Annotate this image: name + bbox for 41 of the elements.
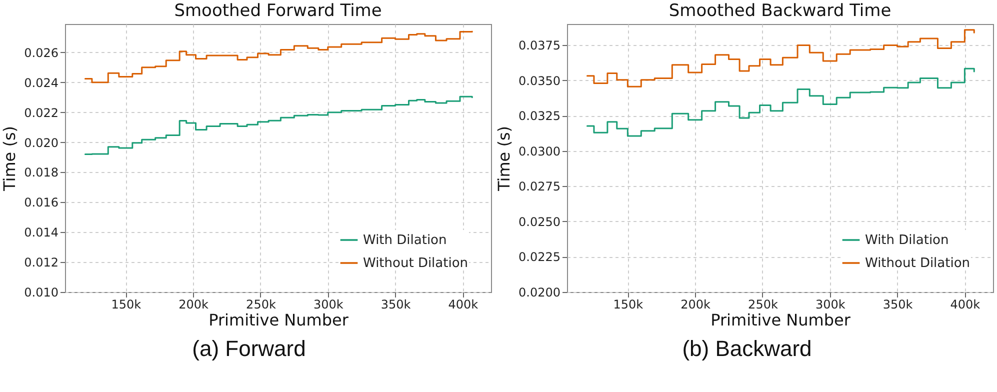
text: (a) Forward	[192, 336, 306, 362]
x-tick-label: 400k	[950, 298, 980, 312]
y-tick-label: 0.012	[24, 256, 58, 270]
legend-label: With Dilation	[363, 233, 447, 248]
x-tick-label: 250k	[246, 298, 276, 312]
legend-label: With Dilation	[864, 233, 948, 248]
y-tick-label: 0.0375	[518, 38, 560, 53]
y-tick-label: 0.0300	[518, 144, 560, 158]
x-tick-label: 300k	[814, 298, 845, 312]
x-tick-label: 150k	[111, 298, 142, 312]
x-axis-title: Primitive Number	[710, 310, 850, 330]
y-tick-label: 0.024	[24, 76, 58, 90]
x-tick-label: 350k	[882, 298, 912, 312]
y-tick-label: 0.022	[24, 106, 58, 120]
y-tick-label: 0.0250	[518, 214, 560, 229]
y-tick-label: 0.0225	[518, 250, 560, 264]
x-tick-label: 400k	[448, 298, 478, 312]
y-tick-label: 0.0325	[518, 109, 560, 124]
x-tick-label: 350k	[380, 298, 411, 312]
x-tick-label: 300k	[313, 298, 344, 312]
y-tick-label: 0.0200	[518, 286, 560, 300]
y-axis-title: Time (s)	[494, 126, 514, 192]
chart-title: Smoothed Backward Time	[668, 1, 891, 21]
x-tick-label: 250k	[748, 298, 778, 312]
x-tick-label: 200k	[178, 298, 209, 312]
legend-label: Without Dilation	[864, 256, 970, 271]
y-tick-label: 0.010	[24, 286, 58, 300]
legend-label: Without Dilation	[363, 256, 468, 271]
text: (b) Backward	[682, 336, 812, 362]
y-tick-label: 0.016	[24, 196, 58, 210]
chart-title: Smoothed Forward Time	[174, 1, 382, 21]
y-tick-label: 0.026	[24, 46, 58, 60]
y-axis-title: Time (s)	[0, 126, 20, 192]
x-tick-label: 200k	[680, 298, 710, 312]
y-tick-label: 0.018	[24, 166, 58, 180]
x-tick-label: 150k	[612, 298, 643, 312]
y-tick-label: 0.014	[24, 226, 58, 240]
y-tick-label: 0.020	[24, 136, 58, 150]
y-tick-label: 0.0275	[518, 180, 560, 194]
x-axis-title: Primitive Number	[208, 310, 349, 330]
y-tick-label: 0.0350	[518, 74, 560, 88]
